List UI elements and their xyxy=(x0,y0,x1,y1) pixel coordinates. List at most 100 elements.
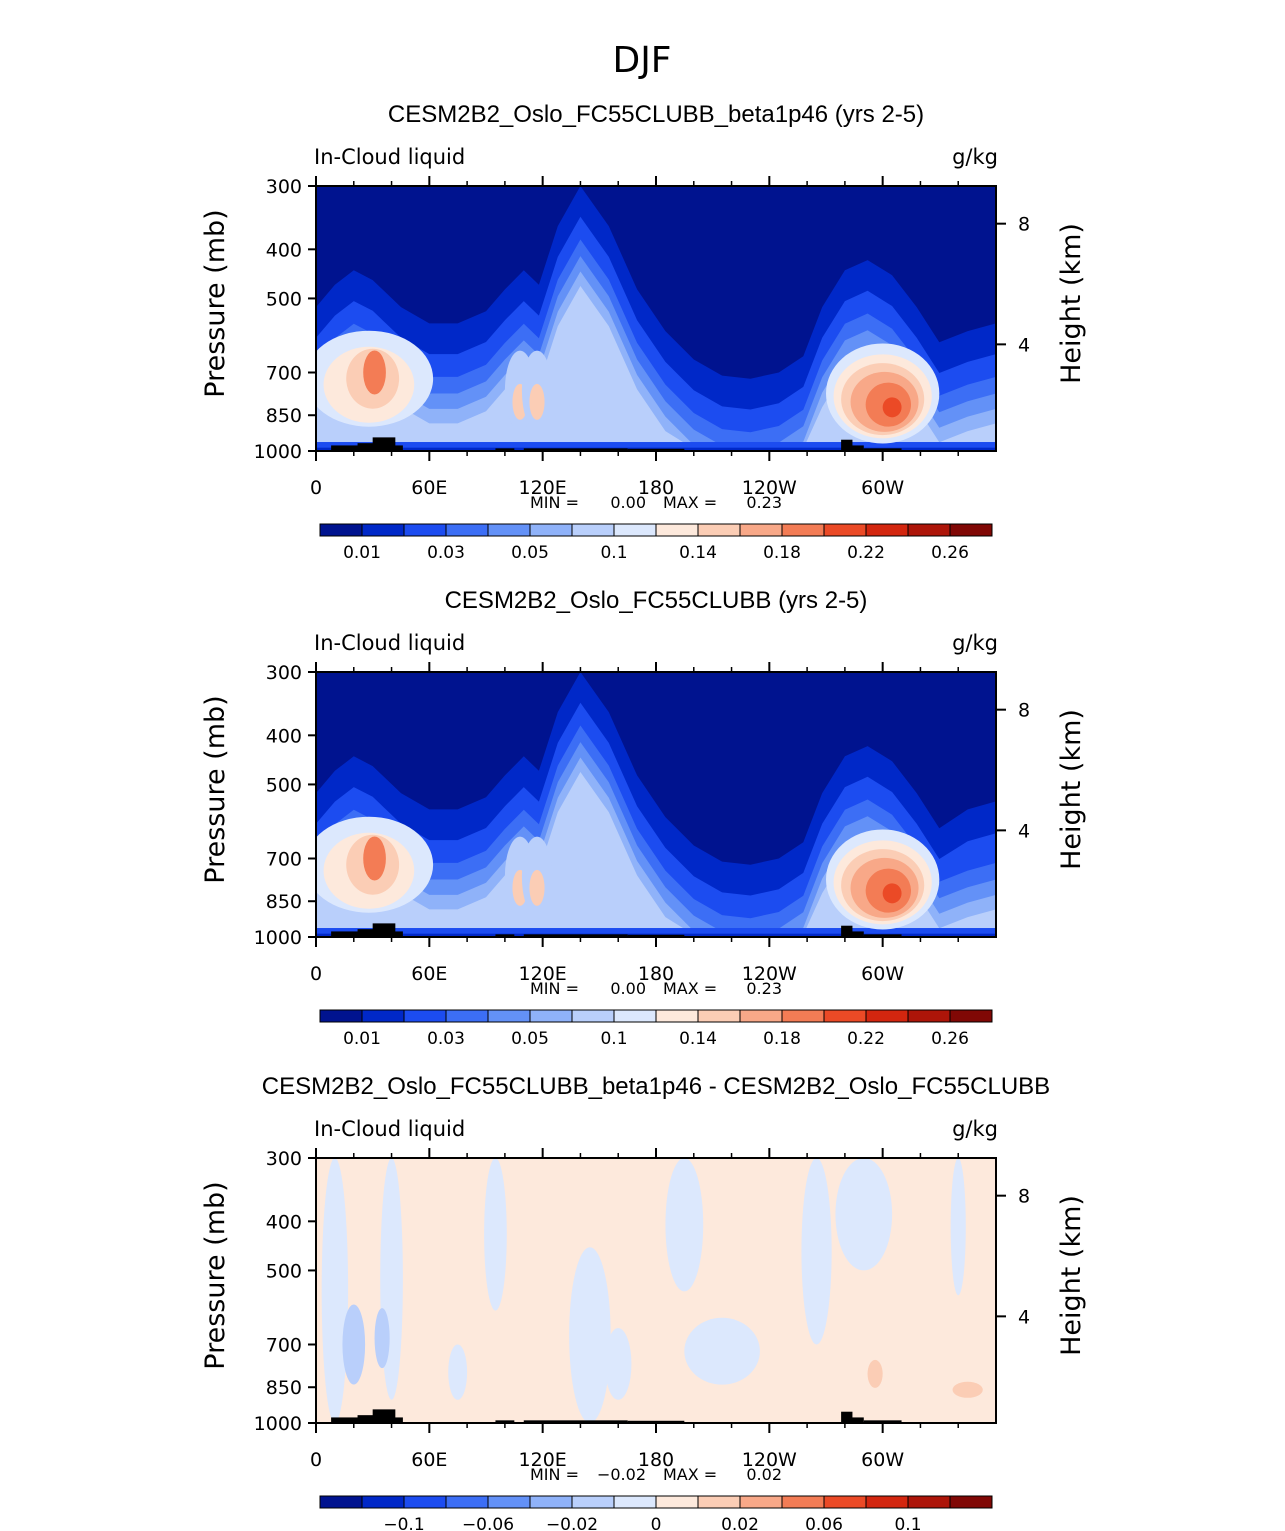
colorbar-label: 0.05 xyxy=(511,1029,549,1049)
topography xyxy=(495,1420,515,1423)
colorbar-label: 0.01 xyxy=(343,1029,381,1049)
y-tick-label: 700 xyxy=(266,1334,302,1356)
y-right-axis-title: Height (km) xyxy=(1056,223,1087,384)
colorbar-box xyxy=(907,523,951,537)
y-axis-title: Pressure (mb) xyxy=(200,209,231,397)
y-tick-label: 850 xyxy=(266,891,302,913)
topography xyxy=(495,934,515,937)
topography xyxy=(331,931,373,937)
colorbar-label: 0.01 xyxy=(343,543,381,563)
colorbar-box xyxy=(823,1009,867,1023)
colorbar-label: 0.03 xyxy=(427,543,465,563)
contour-blob xyxy=(363,836,386,881)
colorbar-label: 0.05 xyxy=(511,543,549,563)
min-value: 0.00 xyxy=(610,493,646,512)
topography xyxy=(387,1417,403,1423)
contour-blob xyxy=(605,1328,632,1400)
min-value: 0.00 xyxy=(610,979,646,998)
topography xyxy=(863,934,902,937)
min-label: MIN = xyxy=(530,493,579,512)
colorbar-box xyxy=(823,1495,867,1509)
colorbar-label: 0.1 xyxy=(600,543,627,563)
y-right-tick-label: 4 xyxy=(1018,334,1030,356)
y-tick-label: 1000 xyxy=(254,1413,302,1435)
colorbar-box xyxy=(781,1495,825,1509)
colorbar-label: −0.06 xyxy=(462,1515,514,1531)
units-label: g/kg xyxy=(952,631,998,655)
y-right-axis-title: Height (km) xyxy=(1056,709,1087,870)
x-tick-label: 60W xyxy=(861,477,904,499)
topography xyxy=(523,448,628,451)
colorbar-box xyxy=(781,523,825,537)
x-tick-label: 60E xyxy=(411,963,447,985)
max-label: MAX = xyxy=(663,1465,717,1484)
colorbar-box xyxy=(697,523,741,537)
colorbar-box xyxy=(319,1495,363,1509)
contour-blob xyxy=(448,1344,468,1400)
y-right-tick-label: 8 xyxy=(1018,214,1030,236)
colorbar-label: 0.14 xyxy=(679,543,717,563)
contour-level xyxy=(316,442,996,451)
colorbar-box xyxy=(739,1495,783,1509)
x-tick-label: 120W xyxy=(742,1449,797,1471)
y-right-tick-label: 8 xyxy=(1018,700,1030,722)
contour-blob xyxy=(569,381,592,422)
colorbar-box xyxy=(319,523,363,537)
colorbar-label: 0.1 xyxy=(894,1515,921,1531)
x-tick-label: 120E xyxy=(519,477,567,499)
colorbar-label: 0.03 xyxy=(427,1029,465,1049)
colorbar-box xyxy=(739,1009,783,1023)
contour-blob xyxy=(321,1158,349,1423)
contour-blob xyxy=(684,1317,760,1385)
colorbar-box xyxy=(655,1009,699,1023)
x-tick-label: 60W xyxy=(861,963,904,985)
colorbar-box xyxy=(823,523,867,537)
x-tick-label: 180 xyxy=(638,1449,674,1471)
y-right-tick-label: 4 xyxy=(1018,1306,1030,1328)
contour-field xyxy=(316,1158,996,1423)
contour-blob xyxy=(950,1158,966,1296)
topography xyxy=(627,934,685,937)
topography xyxy=(848,931,864,937)
colorbar-box xyxy=(403,1009,447,1023)
contour-blob xyxy=(569,867,592,908)
max-value: 0.02 xyxy=(746,1465,782,1484)
colorbar-box xyxy=(613,1009,657,1023)
min-label: MIN = xyxy=(530,1465,579,1484)
colorbar-box xyxy=(907,1495,951,1509)
topography xyxy=(627,448,685,451)
colorbar-label: 0.06 xyxy=(805,1515,843,1531)
topography xyxy=(495,448,515,451)
contour-blob xyxy=(484,1158,507,1311)
colorbar-label: 0.14 xyxy=(679,1029,717,1049)
page-title: DJF xyxy=(612,40,671,81)
colorbar-box xyxy=(571,1495,615,1509)
colorbar-label: 0.22 xyxy=(847,543,885,563)
colorbar-label: 0 xyxy=(651,1515,662,1531)
topography xyxy=(387,931,403,937)
colorbar-label: −0.02 xyxy=(546,1515,598,1531)
x-tick-label: 60W xyxy=(861,1449,904,1471)
contour-field xyxy=(316,672,996,937)
contour-blob xyxy=(801,1158,832,1345)
x-tick-label: 60E xyxy=(411,477,447,499)
topography xyxy=(863,448,902,451)
colorbar-box xyxy=(361,1495,405,1509)
contour-blob xyxy=(665,1158,704,1292)
topography xyxy=(848,1417,864,1423)
chart-title: CESM2B2_Oslo_FC55CLUBB_beta1p46 (yrs 2-5… xyxy=(388,101,924,128)
x-tick-label: 60E xyxy=(411,1449,447,1471)
contour-blob xyxy=(867,1359,883,1388)
x-tick-label: 120E xyxy=(519,963,567,985)
colorbar-label: 0.18 xyxy=(763,1029,801,1049)
max-label: MAX = xyxy=(663,979,717,998)
max-label: MAX = xyxy=(663,493,717,512)
y-tick-label: 400 xyxy=(266,1211,302,1233)
topography xyxy=(841,439,853,451)
y-tick-label: 850 xyxy=(266,405,302,427)
x-tick-label: 180 xyxy=(638,963,674,985)
colorbar-box xyxy=(529,523,573,537)
chart-panel-2: CESM2B2_Oslo_FC55CLUBB (yrs 2-5) In-Cloud… xyxy=(200,587,1087,1049)
topography xyxy=(863,1420,902,1423)
topography xyxy=(627,1420,685,1423)
